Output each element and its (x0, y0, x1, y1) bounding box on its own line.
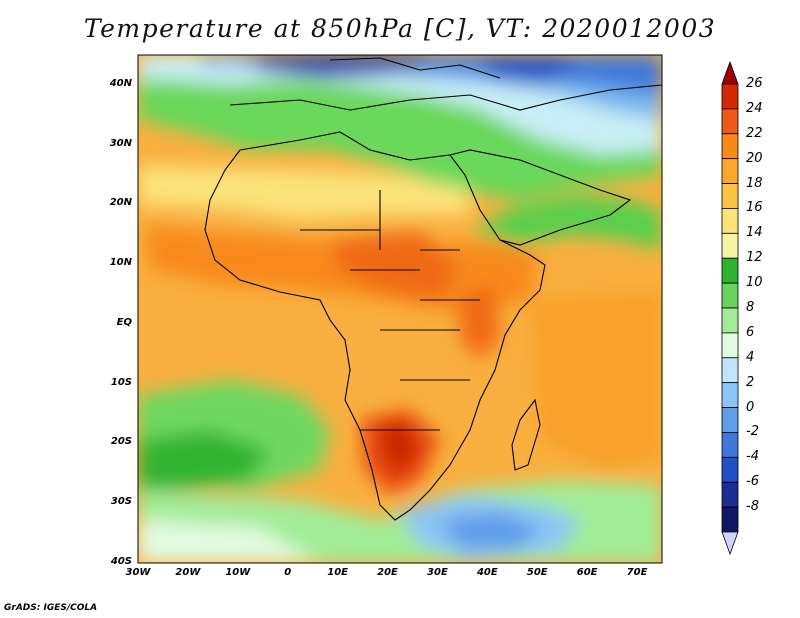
colorbar-min-arrow (721, 531, 739, 556)
lat-tick-label: 10S (110, 376, 132, 388)
lon-tick-label: 10W (225, 567, 251, 578)
colorbar-swatch (721, 158, 739, 184)
lat-tick-label: 20S (110, 436, 132, 448)
colorbar-tick-label: -4 (746, 449, 759, 465)
colorbar-tick-label: 26 (746, 76, 763, 91)
lon-tick-label: 30E (427, 567, 448, 578)
colorbar-swatch (721, 108, 739, 135)
colorbar-swatch (721, 232, 739, 259)
lon-tick-label: 0 (284, 567, 292, 578)
colorbar-tick-label: 14 (746, 225, 763, 241)
lon-tick-label: 60E (576, 567, 598, 578)
lat-tick-label: 40N (109, 77, 132, 89)
colorbar-tick-label: 6 (746, 324, 755, 340)
colorbar-swatch (721, 332, 739, 359)
colorbar-swatch (721, 407, 739, 433)
colorbar-swatch (721, 307, 739, 334)
colorbar-tick-label: 20 (746, 150, 763, 166)
temperature-field (138, 55, 662, 563)
colorbar-tick-label: -2 (746, 424, 759, 440)
colorbar-tick-label: 10 (746, 275, 763, 291)
colorbar-swatch (721, 183, 739, 209)
colorbar (721, 60, 739, 556)
grads-credit: GrADS: IGES/COLA (4, 603, 98, 613)
colorbar-swatch (721, 506, 739, 533)
colorbar-swatch (721, 456, 739, 483)
colorbar-tick-label: 22 (746, 125, 763, 141)
colorbar-swatch (721, 83, 739, 110)
colorbar-swatch (721, 133, 739, 160)
colorbar-tick-label: 0 (746, 399, 755, 415)
colorbar-swatch (721, 382, 739, 408)
colorbar-tick-label: 8 (746, 300, 755, 315)
lat-tick-label: 20N (109, 197, 132, 209)
lon-tick-label: 20W (175, 567, 201, 578)
colorbar-tick-label: -8 (746, 499, 759, 515)
lat-tick-label: 40S (110, 556, 132, 567)
lon-tick-label: 40E (476, 567, 498, 578)
lon-tick-label: 30W (125, 567, 151, 578)
lon-tick-label: 10E (327, 567, 348, 578)
lon-tick-label: 20E (377, 567, 398, 578)
colorbar-swatch (721, 432, 739, 458)
colorbar-tick-label: 2 (746, 374, 755, 390)
chart-title: Temperature at 850hPa [C], VT: 202001200… (83, 14, 717, 43)
colorbar-tick-label: -6 (746, 474, 759, 490)
colorbar-tick-label: 16 (746, 200, 763, 216)
colorbar-swatch (721, 282, 739, 309)
lat-tick-label: 30N (109, 137, 132, 149)
lat-tick-label: EQ (116, 316, 132, 328)
lon-tick-label: 50E (526, 567, 548, 578)
colorbar-swatch (721, 257, 739, 284)
colorbar-swatch (721, 208, 739, 234)
colorbar-tick-label: 24 (746, 100, 763, 116)
colorbar-tick-label: 4 (746, 349, 755, 365)
colorbar-tick-label: 12 (746, 250, 763, 266)
lat-tick-label: 10N (109, 257, 132, 269)
colorbar-swatch (721, 481, 739, 508)
lat-tick-label: 30S (110, 496, 132, 508)
colorbar-tick-label: 18 (746, 175, 763, 191)
colorbar-max-arrow (721, 60, 739, 85)
lon-tick-label: 70E (626, 567, 648, 578)
colorbar-swatch (721, 357, 739, 384)
